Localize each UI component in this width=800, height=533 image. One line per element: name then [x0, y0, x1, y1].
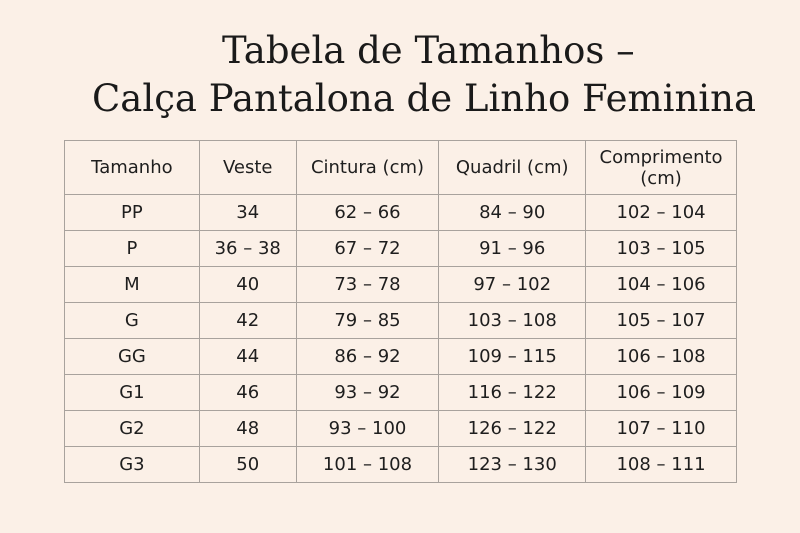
cell-cintura: 62 – 66 — [295, 194, 440, 231]
cell-comprimento: 106 – 109 — [585, 374, 737, 411]
cell-tamanho: M — [64, 266, 200, 303]
size-table: Tamanho Veste Cintura (cm) Quadril (cm) … — [64, 140, 737, 483]
cell-veste: 42 — [198, 302, 297, 339]
cell-quadril: 126 – 122 — [438, 410, 587, 447]
cell-comprimento: 104 – 106 — [585, 266, 737, 303]
cell-cintura: 101 – 108 — [295, 446, 440, 483]
cell-comprimento: 103 – 105 — [585, 230, 737, 267]
table-row: G2 48 93 – 100 126 – 122 107 – 110 — [64, 410, 737, 447]
cell-tamanho: G — [64, 302, 200, 339]
column-header-cintura: Cintura (cm) — [295, 140, 440, 195]
header-row: Tamanho Veste Cintura (cm) Quadril (cm) … — [64, 140, 737, 195]
size-table-body: PP 34 62 – 66 84 – 90 102 – 104 P 36 – 3… — [64, 194, 737, 483]
cell-cintura: 67 – 72 — [295, 230, 440, 267]
cell-veste: 40 — [198, 266, 297, 303]
cell-comprimento: 108 – 111 — [585, 446, 737, 483]
cell-veste: 44 — [198, 338, 297, 375]
cell-quadril: 84 – 90 — [438, 194, 587, 231]
table-row: G 42 79 – 85 103 – 108 105 – 107 — [64, 302, 737, 339]
column-header-veste: Veste — [198, 140, 297, 195]
cell-quadril: 123 – 130 — [438, 446, 587, 483]
cell-quadril: 103 – 108 — [438, 302, 587, 339]
cell-quadril: 91 – 96 — [438, 230, 587, 267]
cell-quadril: 97 – 102 — [438, 266, 587, 303]
column-header-quadril: Quadril (cm) — [438, 140, 587, 195]
cell-cintura: 79 – 85 — [295, 302, 440, 339]
cell-tamanho: PP — [64, 194, 200, 231]
cell-cintura: 93 – 100 — [295, 410, 440, 447]
cell-cintura: 93 – 92 — [295, 374, 440, 411]
cell-veste: 46 — [198, 374, 297, 411]
cell-tamanho: GG — [64, 338, 200, 375]
table-row: G1 46 93 – 92 116 – 122 106 – 109 — [64, 374, 737, 411]
cell-comprimento: 102 – 104 — [585, 194, 737, 231]
cell-veste: 50 — [198, 446, 297, 483]
table-row: GG 44 86 – 92 109 – 115 106 – 108 — [64, 338, 737, 375]
cell-quadril: 109 – 115 — [438, 338, 587, 375]
table-row: P 36 – 38 67 – 72 91 – 96 103 – 105 — [64, 230, 737, 267]
cell-comprimento: 105 – 107 — [585, 302, 737, 339]
cell-tamanho: G1 — [64, 374, 200, 411]
size-table-header: Tamanho Veste Cintura (cm) Quadril (cm) … — [64, 140, 737, 195]
cell-tamanho: G3 — [64, 446, 200, 483]
cell-cintura: 86 – 92 — [295, 338, 440, 375]
cell-comprimento: 106 – 108 — [585, 338, 737, 375]
table-row: M 40 73 – 78 97 – 102 104 – 106 — [64, 266, 737, 303]
page-title-line-1: Tabela de Tamanhos – — [222, 29, 635, 72]
cell-tamanho: P — [64, 230, 200, 267]
cell-tamanho: G2 — [64, 410, 200, 447]
cell-cintura: 73 – 78 — [295, 266, 440, 303]
cell-veste: 34 — [198, 194, 297, 231]
column-header-comprimento: Comprimento (cm) — [585, 140, 737, 195]
cell-quadril: 116 – 122 — [438, 374, 587, 411]
column-header-tamanho: Tamanho — [64, 140, 200, 195]
cell-veste: 36 – 38 — [198, 230, 297, 267]
table-row: G3 50 101 – 108 123 – 130 108 – 111 — [64, 446, 737, 483]
table-row: PP 34 62 – 66 84 – 90 102 – 104 — [64, 194, 737, 231]
cell-comprimento: 107 – 110 — [585, 410, 737, 447]
cell-veste: 48 — [198, 410, 297, 447]
page-title-line-2: Calça Pantalona de Linho Feminina — [92, 77, 757, 120]
